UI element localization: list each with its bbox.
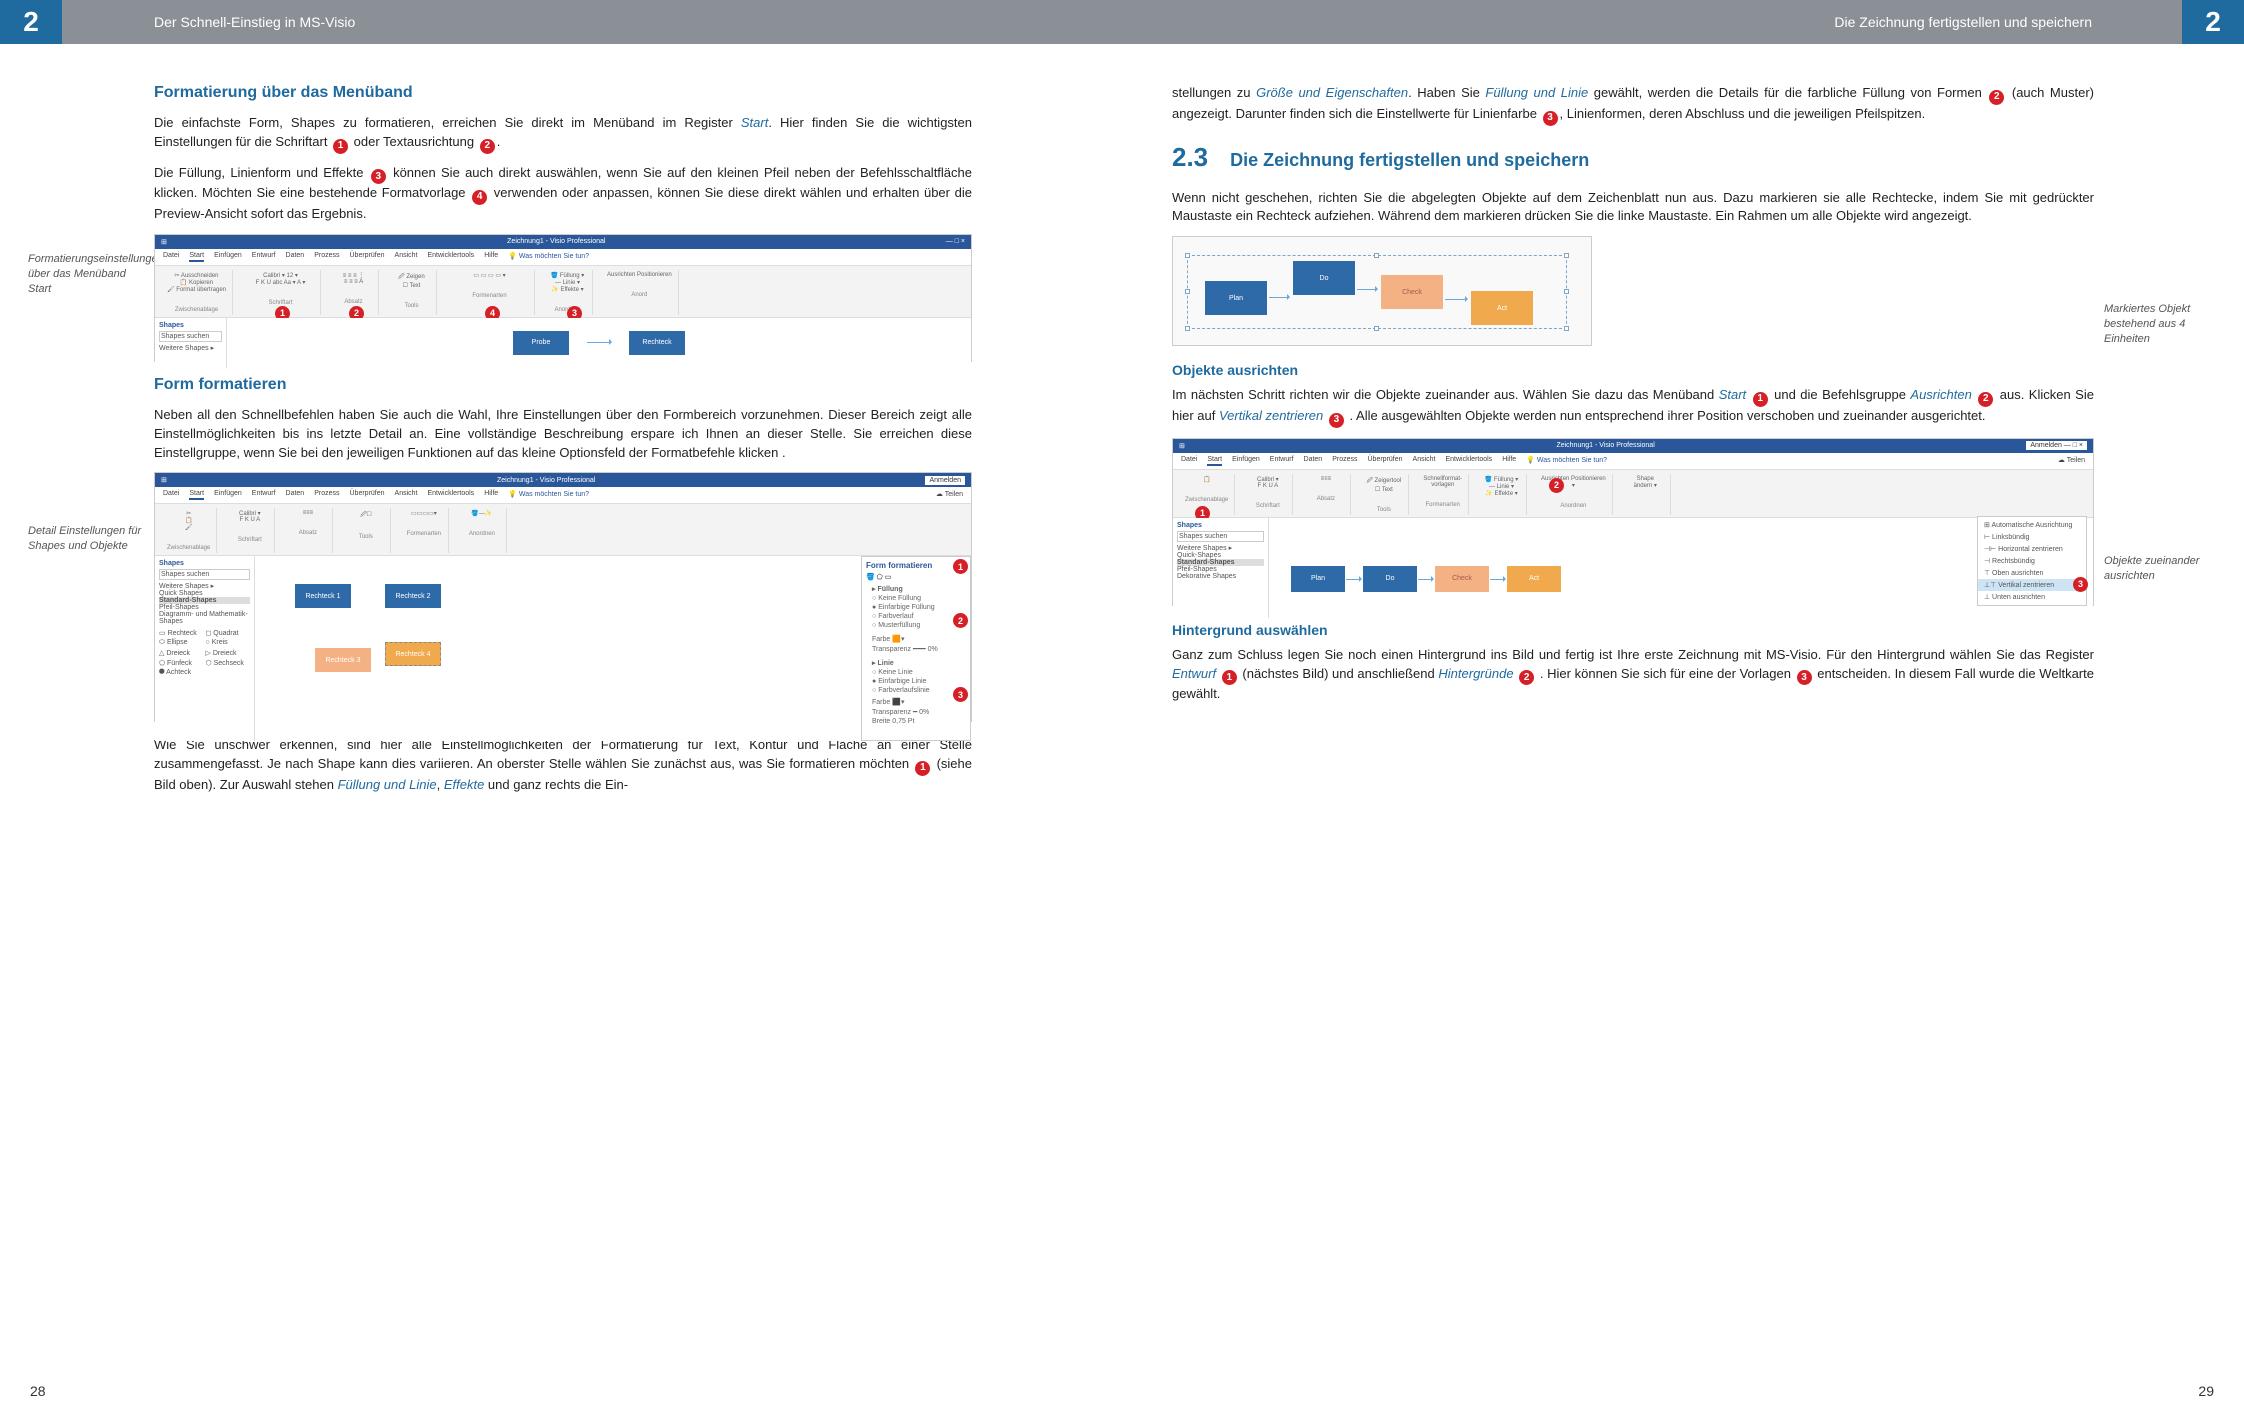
page-left: 2 Der Schnell-Einstieg in MS-Visio Forma… xyxy=(0,0,1122,1417)
paragraph: Neben all den Schnellbefehlen haben Sie … xyxy=(154,406,972,463)
marker-1-icon: 1 xyxy=(1222,670,1237,685)
shapes-panel[interactable]: Shapes Shapes suchen Weitere Shapes ▸ Qu… xyxy=(1173,518,1269,618)
marker-1-icon: 1 xyxy=(953,559,968,574)
marker-3-icon: 3 xyxy=(1543,111,1558,126)
ribbon-groups[interactable]: ✂📋🖌Zwischenablage Calibri ▾F K U ASchrif… xyxy=(155,504,971,556)
ribbon-groups[interactable]: ✂ Ausschneiden📋 Kopieren🖌 Format übertra… xyxy=(155,266,971,318)
marker-3-icon: 3 xyxy=(1797,670,1812,685)
subheading-objekte-ausrichten: Objekte ausrichten xyxy=(1172,362,2094,378)
marker-2-icon: 2 xyxy=(1549,478,1564,493)
shapes-panel[interactable]: Shapes Shapes suchen Weitere Shapes ▸ xyxy=(155,318,227,368)
visio-tabs[interactable]: DateiStartEinfügenEntwurfDatenProzessÜbe… xyxy=(155,487,971,504)
paragraph: Ganz zum Schluss legen Sie noch einen Hi… xyxy=(1172,646,2094,704)
marker-1-icon: 1 xyxy=(333,139,348,154)
visio-titlebar: ⊞Zeichnung1 - Visio ProfessionalAnmelden xyxy=(155,473,971,487)
form-formatieren-panel[interactable]: Form formatieren 🪣 ⬠ ▭ 1 ▸ Füllung ○ Kei… xyxy=(861,556,971,741)
ribbon-groups[interactable]: 📋Zwischenablage1 Calibri ▾F K U ASchrift… xyxy=(1173,470,2093,518)
marker-2-icon: 2 xyxy=(1519,670,1534,685)
paragraph: Die einfachste Form, Shapes zu formatier… xyxy=(154,114,972,154)
section-title-formatierung: Formatierung über das Menüband xyxy=(154,84,972,102)
visio-titlebar: ⊞Zeichnung1 - Visio Professional— □ × xyxy=(155,235,971,249)
page-number: 29 xyxy=(2198,1383,2214,1399)
page-right: Die Zeichnung fertigstellen und speicher… xyxy=(1122,0,2244,1417)
visio-titlebar: ⊞Zeichnung1 - Visio ProfessionalAnmelden… xyxy=(1173,439,2093,453)
margin-note: Objekte zueinander ausrichten xyxy=(2104,554,2224,584)
link-start: Start xyxy=(741,115,768,130)
canvas[interactable]: Probe Rechteck xyxy=(227,318,971,368)
paragraph: stellungen zu Größe und Eigenschaften. H… xyxy=(1172,84,2094,126)
visio-tabs[interactable]: DateiStartEinfügenEntwurfDatenProzessÜbe… xyxy=(1173,453,2093,470)
paragraph: Die Füllung, Linienform und Effekte 3 kö… xyxy=(154,164,972,224)
canvas[interactable]: Rechteck 1 Rechteck 2 Rechteck 3 Rechtec… xyxy=(255,556,861,741)
page-number: 28 xyxy=(30,1383,46,1399)
heading-2-3: 2.3 Die Zeichnung fertigstellen und spei… xyxy=(1172,142,2094,173)
marker-3-icon: 3 xyxy=(371,169,386,184)
screenshot-selection: Plan Do Check Act xyxy=(1172,236,1592,346)
marker-2-icon: 2 xyxy=(480,139,495,154)
header-bar: 2 Der Schnell-Einstieg in MS-Visio xyxy=(0,0,1122,44)
screenshot-form-formatieren: ⊞Zeichnung1 - Visio ProfessionalAnmelden… xyxy=(154,472,972,722)
header-title-left: Der Schnell-Einstieg in MS-Visio xyxy=(154,14,355,30)
marker-1-icon: 1 xyxy=(1753,392,1768,407)
margin-note: Formatierungseinstellungen über das Menü… xyxy=(28,252,148,297)
section-title-form-formatieren: Form formatieren xyxy=(154,376,972,394)
marker-3-icon: 3 xyxy=(2073,577,2088,592)
shapes-panel[interactable]: Shapes Shapes suchen Weitere Shapes ▸ Qu… xyxy=(155,556,255,741)
shape-probe[interactable]: Probe xyxy=(513,331,569,355)
chapter-number-tab: 2 xyxy=(2182,0,2244,44)
margin-note: Detail Einstellungen für Shapes und Obje… xyxy=(28,524,148,554)
paragraph: Im nächsten Schritt richten wir die Obje… xyxy=(1172,386,2094,428)
screenshot-ribbon: ⊞Zeichnung1 - Visio Professional— □ × Da… xyxy=(154,234,972,362)
header-bar: Die Zeichnung fertigstellen und speicher… xyxy=(1122,0,2244,44)
canvas[interactable]: Plan Do Check Act xyxy=(1269,518,2093,618)
chapter-number-tab: 2 xyxy=(0,0,62,44)
paragraph: Wenn nicht geschehen, richten Sie die ab… xyxy=(1172,189,2094,227)
subheading-hintergrund: Hintergrund auswählen xyxy=(1172,622,2094,638)
connector-arrow-icon xyxy=(587,342,611,343)
paragraph: Wie Sie unschwer erkennen, sind hier all… xyxy=(154,736,972,794)
marker-1-icon: 1 xyxy=(915,761,930,776)
marker-3-icon: 3 xyxy=(1329,413,1344,428)
ausrichten-dropdown[interactable]: ⊞ Automatische Ausrichtung ⊢ Linksbündig… xyxy=(1977,516,2087,606)
marker-4-icon: 4 xyxy=(472,190,487,205)
screenshot-ausrichten: ⊞Zeichnung1 - Visio ProfessionalAnmelden… xyxy=(1172,438,2094,606)
header-title-right: Die Zeichnung fertigstellen und speicher… xyxy=(1834,14,2092,30)
marker-2-icon: 2 xyxy=(1978,392,1993,407)
marker-2-icon: 2 xyxy=(1989,90,2004,105)
shape-rechteck[interactable]: Rechteck xyxy=(629,331,685,355)
margin-note: Markiertes Objekt bestehend aus 4 Einhei… xyxy=(2104,302,2224,347)
visio-tabs[interactable]: Datei Start Einfügen Entwurf Daten Proze… xyxy=(155,249,971,266)
